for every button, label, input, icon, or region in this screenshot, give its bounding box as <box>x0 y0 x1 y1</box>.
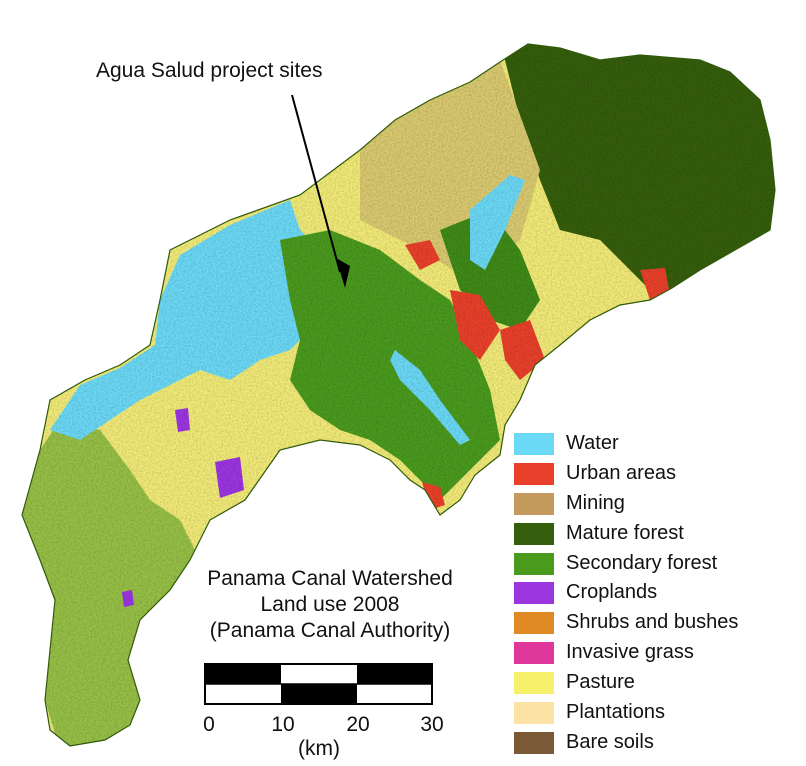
legend-swatch <box>514 552 554 575</box>
subtitle-line: Land use 2008 <box>260 593 400 616</box>
legend-label: Water <box>566 432 619 454</box>
legend-swatch <box>514 612 554 635</box>
legend-item: Urban areas <box>514 460 804 490</box>
scale-tick-label: 10 <box>271 713 295 736</box>
legend-item: Shrubs and bushes <box>514 609 804 639</box>
map-title: Panama Canal Watershed Land use 2008 (Pa… <box>150 566 510 644</box>
legend-swatch <box>514 433 554 455</box>
scale-tick-label: 20 <box>346 713 370 736</box>
legend-swatch <box>514 492 554 515</box>
legend-item: Mining <box>514 490 804 520</box>
annotation-arrow <box>291 94 350 288</box>
legend-swatch <box>514 462 554 485</box>
source-line: (Panama Canal Authority) <box>209 619 451 642</box>
legend-item: Croplands <box>514 579 804 609</box>
scale-bar <box>204 663 433 705</box>
scale-tick-label: 0 <box>203 713 215 736</box>
legend-label: Secondary forest <box>566 551 718 574</box>
legend-label: Urban areas <box>566 461 677 484</box>
map-legend: Water Urban areas Mining Mature forest Secon… <box>514 430 804 759</box>
scale-tick-label: 30 <box>420 713 444 736</box>
legend-label: Bare soils <box>566 730 654 753</box>
legend-swatch <box>514 582 554 605</box>
legend-item: Secondary forest <box>514 550 804 580</box>
legend-item: Invasive grass <box>514 639 804 669</box>
legend-swatch <box>514 522 554 545</box>
legend-item: Plantations <box>514 699 804 729</box>
legend-label: Croplands <box>566 581 658 604</box>
legend-label: Mature forest <box>566 521 684 544</box>
legend-swatch <box>514 642 554 665</box>
legend-label: Mining <box>566 491 625 514</box>
title-line: Panama Canal Watershed <box>207 567 453 590</box>
legend-label: Invasive grass <box>566 641 694 664</box>
legend-item: Pasture <box>514 669 804 699</box>
legend-item: Water <box>514 430 804 460</box>
legend-swatch <box>514 731 554 754</box>
scale-unit-label: (km) <box>298 737 340 760</box>
legend-swatch <box>514 702 554 725</box>
legend-item: Bare soils <box>514 729 804 759</box>
legend-swatch <box>514 672 554 695</box>
legend-label: Pasture <box>566 671 635 694</box>
project-sites-annotation: Agua Salud project sites <box>96 59 323 82</box>
legend-label: Shrubs and bushes <box>566 611 739 634</box>
legend-item: Mature forest <box>514 520 804 550</box>
legend-label: Plantations <box>566 701 665 724</box>
